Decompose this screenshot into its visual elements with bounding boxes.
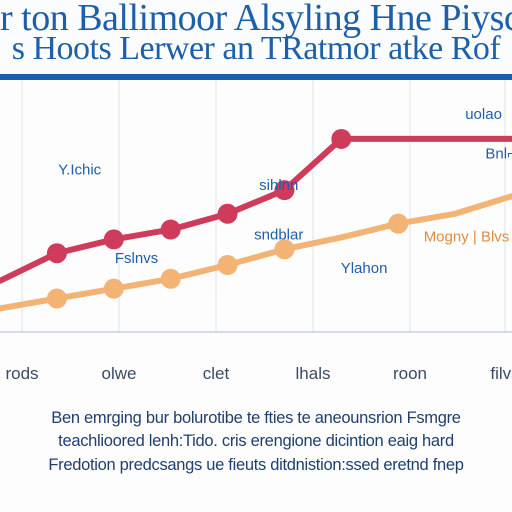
annotation-4: Ylahon [341,260,388,277]
caption-line-3: Fredotion predcsangs ue fieuts ditdnisti… [48,456,464,474]
x-tick-label-0: rods [5,364,38,383]
series-1-point-3 [160,268,181,289]
annotation-1: sihlnn [259,177,298,194]
line-chart: rods olwe clet lhals roon filvs Y.Ichic sihlnn s… [0,80,512,383]
chart-title-line-1: r ton Ballimoor Alsyling Hne Piysco [0,0,512,39]
x-tick-label-3: lhals [296,364,331,383]
x-tick-label-4: roon [393,364,427,383]
x-tick-label-5: filvs [490,364,512,383]
annotation-6: Bnl⌐ [485,146,512,163]
series-0-point-2 [103,229,124,250]
annotation-5: uolao [465,106,502,123]
chart-header: r ton Ballimoor Alsyling Hne Piysco s Ho… [0,0,512,74]
caption-line-1: Ben emrging bur bolurotibe te fties te a… [51,409,461,427]
annotation-0: Y.Ichic [58,161,102,178]
series-line-1 [0,193,512,312]
series-0-point-5 [274,180,295,201]
series-1-point-4 [217,255,238,276]
series-1-point-2 [103,278,124,299]
series-0-point-4 [217,203,238,224]
header-divider [0,74,512,80]
series-line-0 [0,135,512,284]
x-tick-label-1: olwe [102,364,137,383]
series-1-point-7 [388,213,409,234]
series-1-point-5 [274,239,295,260]
caption-line-2: teachlioored lenh:Tido. cris erengione d… [58,432,454,450]
series-0-point-3 [160,219,181,240]
annotation-7: Mogny | Blvs [424,228,510,245]
x-tick-label-2: clet [203,364,230,383]
series-1-point-1 [46,288,67,309]
annotation-2: sndblar [254,226,303,243]
series-0-point-1 [46,243,67,264]
chart-title-line-2: s Hoots Lerwer an TRatmor atke Rof [11,30,501,67]
series-0-point-6 [331,128,352,149]
annotation-3: Fslnvs [115,250,158,267]
